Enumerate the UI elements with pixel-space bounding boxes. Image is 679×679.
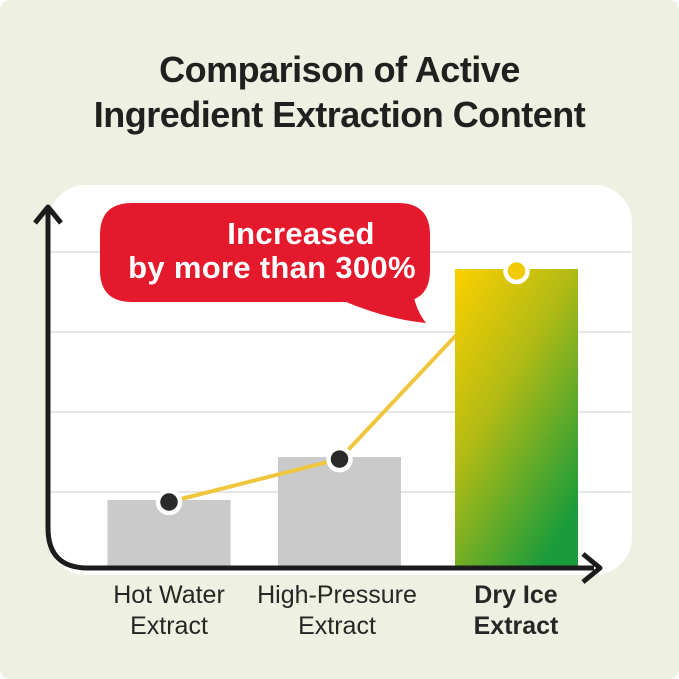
callout-text-line-1: Increased	[227, 216, 374, 251]
axes	[33, 204, 603, 584]
page-title: Comparison of Active Ingredient Extracti…	[0, 47, 679, 137]
y-axis-arrow-icon	[33, 204, 63, 225]
x-label-high-pressure-extract: High-Pressure Extract	[227, 580, 447, 642]
x-label-dry-ice-extract: Dry Ice Extract	[406, 580, 626, 642]
x-label-line: Extract	[130, 612, 208, 640]
x-label-line: High-Pressure	[257, 581, 417, 609]
bar-dry-ice-extract	[455, 269, 578, 566]
title-line-2: Ingredient Extraction Content	[93, 94, 586, 135]
callout-bubble: Increased by more than 300%	[100, 203, 430, 323]
axis-line	[45, 209, 594, 571]
bar-high-pressure-extract	[278, 457, 401, 566]
plot-area	[107, 257, 578, 566]
x-axis-arrow-icon	[581, 552, 603, 584]
x-label-line: Extract	[473, 612, 559, 640]
x-label-line: Dry Ice	[474, 581, 558, 609]
point-hot-water-extract	[155, 488, 183, 516]
x-label-hot-water-extract: Hot Water Extract	[59, 580, 279, 642]
point-dry-ice-extract	[503, 257, 530, 285]
callout-bubble-tail	[330, 268, 426, 323]
x-label-line: Hot Water	[113, 581, 225, 609]
title-line-1: Comparison of Active	[159, 49, 520, 90]
callout-text-line-2: by more than 300%	[128, 250, 416, 285]
point-high-pressure-extract	[326, 445, 353, 473]
x-label-line: Extract	[298, 612, 376, 640]
